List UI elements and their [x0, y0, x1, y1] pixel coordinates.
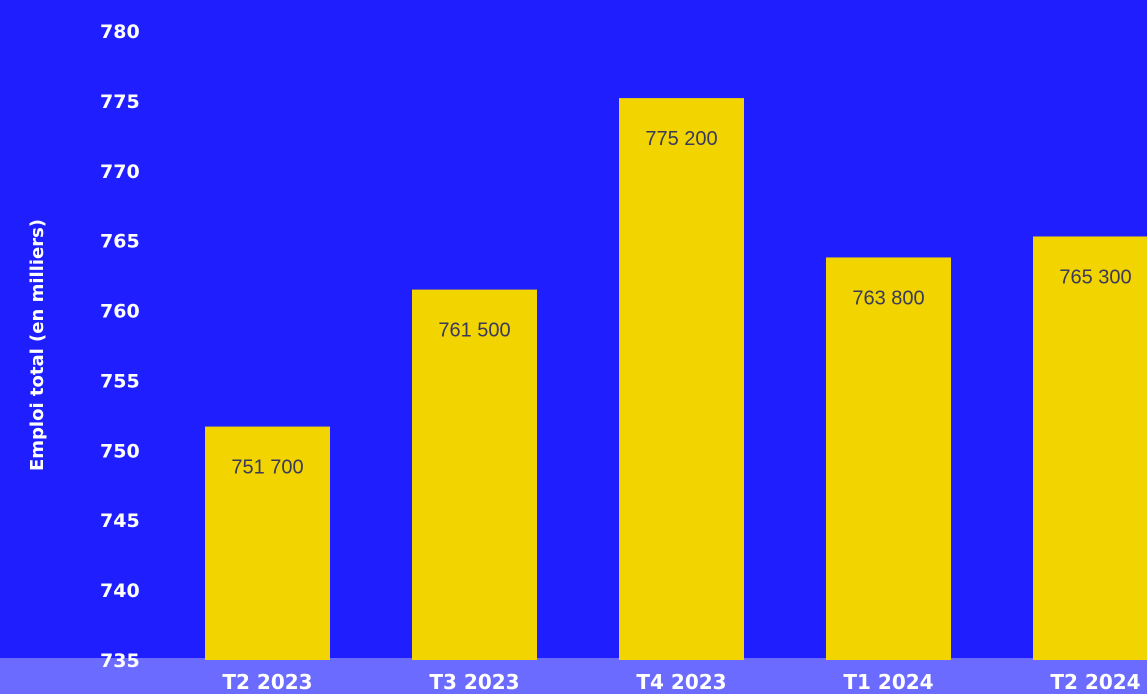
y-tick-label: 750 [100, 440, 140, 462]
y-tick-label: 760 [100, 301, 140, 323]
x-axis-band [0, 658, 1147, 694]
bar-t4-2023 [619, 98, 744, 661]
bar-data-label: 765 300 [1059, 266, 1131, 288]
x-tick-label: T4 2023 [636, 670, 726, 694]
x-tick-label: T2 2024 [1050, 670, 1140, 694]
x-tick-label: T1 2024 [843, 670, 933, 694]
y-tick-label: 735 [100, 650, 140, 672]
bar-data-label: 775 200 [645, 128, 717, 150]
x-tick-label: T3 2023 [429, 670, 519, 694]
y-tick-label: 755 [100, 370, 140, 392]
bar-t2-2023 [205, 426, 330, 660]
x-tick-label: T2 2023 [222, 670, 312, 694]
bar-data-label: 751 700 [231, 457, 303, 479]
bar-t2-2024 [1033, 236, 1147, 660]
bar-data-label: 761 500 [438, 320, 510, 342]
x-ticks-group: T2 2023 T3 2023 T4 2023 T1 2024 T2 2024 [222, 670, 1140, 694]
y-tick-label: 740 [100, 580, 140, 602]
y-tick-label: 775 [100, 91, 140, 113]
y-tick-label: 770 [100, 161, 140, 183]
y-tick-label: 780 [100, 21, 140, 43]
y-axis-label: Emploi total (en milliers) [27, 219, 48, 471]
bar-t1-2024 [826, 257, 951, 660]
bars-group: 751 700 761 500 775 200 763 800 765 300 [205, 98, 1147, 661]
y-tick-label: 765 [100, 231, 140, 253]
y-tick-label: 745 [100, 510, 140, 532]
y-ticks-group: 735 740 745 750 755 760 765 770 775 780 [100, 21, 140, 672]
bar-t3-2023 [412, 289, 537, 660]
bar-data-label: 763 800 [852, 287, 924, 309]
